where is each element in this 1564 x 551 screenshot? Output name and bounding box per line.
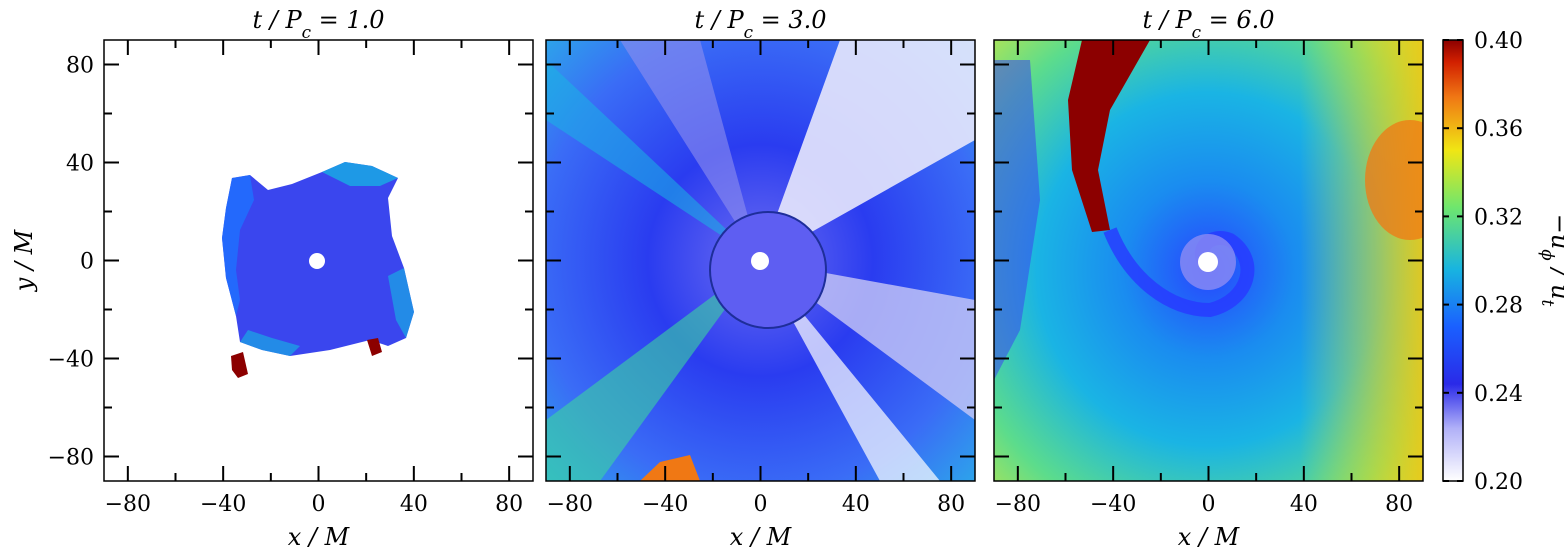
colorbar-label: −uϕ / ut — [1538, 214, 1564, 307]
colorbar-tick-label: 0.24 — [1474, 382, 1523, 407]
panel-1-heatmap — [104, 40, 533, 481]
panel-3-xtick-label: 40 — [1290, 492, 1318, 517]
panel-3-xtick-label: 80 — [1385, 492, 1413, 517]
panel-2-xtick-label: 40 — [842, 492, 870, 517]
panel-3-heatmap — [994, 40, 1423, 481]
colorbar-tick-label: 0.36 — [1474, 117, 1523, 142]
panel-1-ytick-label: 80 — [66, 54, 94, 79]
panel-2-xtick-label: 0 — [754, 492, 768, 517]
panel-3-xtick-label: −80 — [995, 492, 1041, 517]
colorbar-tick-label: 0.32 — [1474, 205, 1523, 230]
panel-3-xlabel: x / M — [1178, 523, 1241, 551]
panel-2-xtick-label: −80 — [547, 492, 593, 517]
colorbar-tick-label: 0.40 — [1474, 29, 1523, 54]
panel-2-xlabel: x / M — [730, 523, 793, 551]
panel-3-xtick-label: −40 — [1090, 492, 1136, 517]
panel-2-xtick-label: −40 — [642, 492, 688, 517]
panel-1-ytick-label: −80 — [48, 446, 94, 471]
panel-2-title: t / Pc = 3.0 — [694, 6, 826, 42]
panel-3-xtick-label: 0 — [1202, 492, 1216, 517]
panel-1-xtick-label: 40 — [400, 492, 428, 517]
panel-1-ytick-label: 0 — [80, 250, 94, 275]
colorbar-tick-label: 0.28 — [1474, 294, 1523, 319]
panel-2-heatmap — [546, 40, 975, 481]
panel-1-xtick-label: −80 — [105, 492, 151, 517]
panel-1-ylabel: y / M — [10, 228, 38, 292]
panel-1-xtick-label: −40 — [200, 492, 246, 517]
panel-1-xlabel: x / M — [288, 523, 351, 551]
panel-1-ytick-label: −40 — [48, 348, 94, 373]
panel-1-title: t / Pc = 1.0 — [252, 6, 384, 42]
panel-1-xtick-label: 0 — [312, 492, 326, 517]
panel-1-ytick-label: 40 — [66, 152, 94, 177]
panel-2-xtick-label: 80 — [937, 492, 965, 517]
colorbar — [1442, 39, 1464, 482]
panel-3-title: t / Pc = 6.0 — [1142, 6, 1274, 42]
panel-1-xtick-label: 80 — [495, 492, 523, 517]
colorbar-tick-label: 0.20 — [1474, 470, 1523, 495]
